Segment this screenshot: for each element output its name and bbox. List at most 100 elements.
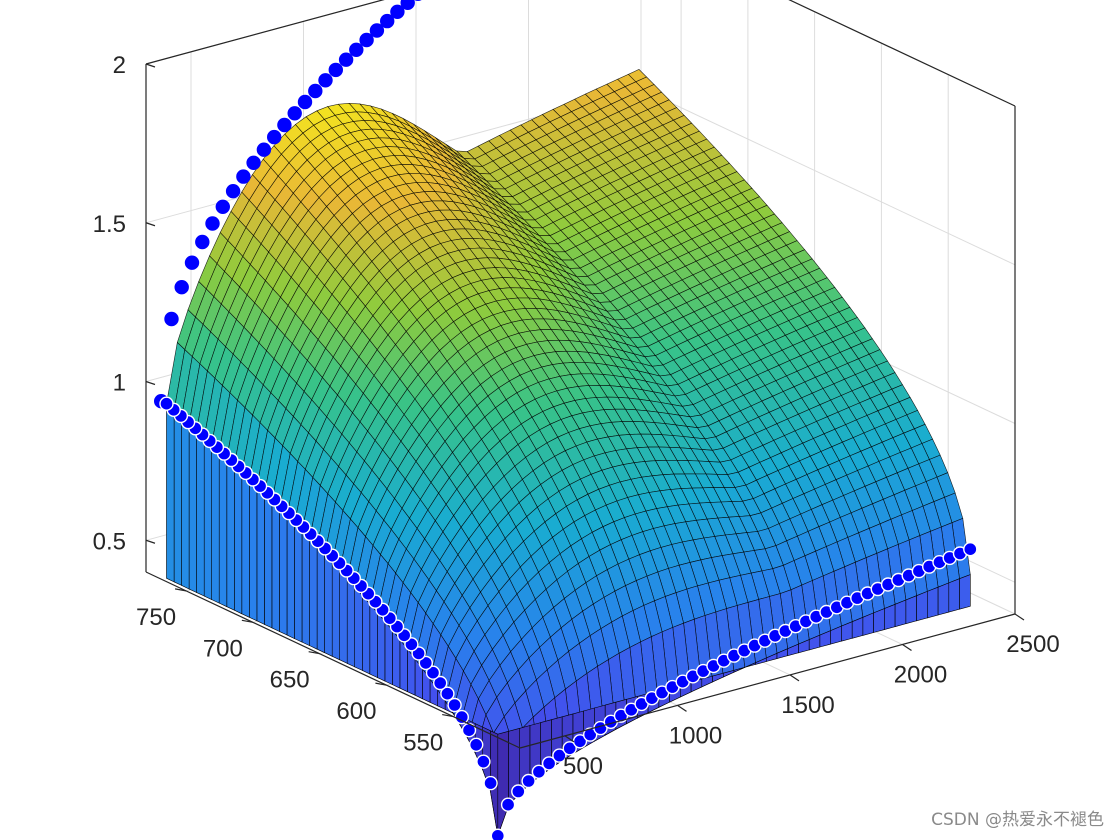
z-tick-label: 2: [113, 52, 126, 79]
marker-point: [256, 142, 272, 157]
x-tick-label: 1000: [669, 722, 722, 749]
surface-side-face: [188, 423, 197, 593]
y-tick: [375, 682, 387, 686]
z-tick: [145, 539, 156, 544]
watermark: CSDN @热爱永不褪色: [931, 810, 1104, 830]
surface-side-face: [926, 586, 939, 619]
tick-labels: 500 1000 1500 2000 2500 550 600 650 700 750 0.5 1 1.…: [93, 52, 1060, 780]
marker-point: [308, 83, 323, 99]
marker-point: [164, 311, 179, 327]
marker-point: [454, 709, 469, 725]
gridline-z: [145, 0, 1016, 107]
marker-point: [521, 773, 536, 789]
surface-side-face: [916, 590, 928, 622]
surface-side-face: [497, 730, 509, 836]
marker-point: [174, 280, 189, 295]
x-tick: [1014, 613, 1025, 621]
z-tick-label: 1.5: [93, 211, 126, 238]
marker-point: [483, 775, 498, 791]
surface-side-face: [361, 594, 371, 675]
marker-point: [380, 13, 395, 29]
marker-point: [490, 828, 505, 840]
x-tick: [564, 735, 575, 743]
x-tick: [789, 674, 800, 682]
marker-point: [267, 129, 282, 145]
surface-side-face: [948, 578, 960, 613]
axis-line: [145, 571, 521, 749]
surface-side-face: [173, 409, 182, 586]
x-tick-label: 2500: [1006, 631, 1059, 658]
surface-side-face: [166, 403, 175, 583]
y-tick-label: 700: [203, 635, 243, 662]
marker-point: [418, 655, 433, 671]
marker-point: [246, 155, 261, 171]
surface-side-face: [271, 500, 280, 632]
surface-side-face: [301, 530, 310, 647]
marker-point: [349, 42, 364, 57]
surface-side-face: [256, 486, 265, 625]
x-tick: [902, 643, 912, 651]
surface-side-face: [196, 430, 205, 597]
surface-side-face: [181, 416, 190, 590]
surface-side-face: [241, 471, 250, 618]
marker-point: [400, 0, 415, 10]
surface-side-face: [331, 561, 341, 661]
marker-series: [153, 0, 978, 840]
axes-box: [145, 0, 1016, 749]
surface-side-face: [884, 603, 896, 630]
marker-point: [963, 542, 978, 557]
z-tick: [145, 380, 156, 386]
surface-side-face: [203, 436, 212, 601]
surface-side-face: [324, 553, 333, 657]
surface-side-face: [369, 603, 378, 678]
marker-point: [369, 23, 385, 38]
surface-side-face: [959, 574, 971, 610]
marker-point: [425, 665, 441, 680]
x-tick-label: 1500: [781, 692, 834, 719]
marker-point: [328, 62, 343, 78]
y-tick: [442, 713, 454, 718]
marker-point: [390, 4, 405, 20]
surface-side-face: [894, 599, 907, 628]
marker-point: [531, 764, 547, 779]
marker-point: [500, 797, 516, 812]
surface-mesh: [166, 69, 971, 837]
marker-point: [433, 675, 448, 691]
axis-line: [788, 0, 1016, 107]
y-tick: [241, 619, 253, 623]
marker-point: [338, 52, 354, 67]
surface-side-face: [354, 586, 363, 671]
surface-side-face: [226, 457, 235, 611]
surface-side-face: [376, 611, 386, 682]
y-tick: [174, 588, 187, 592]
surface-side-face: [264, 493, 273, 629]
z-tick-label: 0.5: [93, 528, 126, 555]
marker-point: [469, 737, 484, 752]
surface-side-face: [294, 523, 303, 643]
x-tick-label: 2000: [894, 661, 947, 688]
surface-side-face: [234, 464, 243, 615]
surface-side-face: [286, 515, 295, 640]
marker-point: [205, 216, 220, 231]
surface-side-face: [218, 450, 228, 608]
axis-line: [519, 613, 1016, 749]
x-tick: [677, 704, 687, 712]
axis-line: [145, 0, 385, 65]
y-tick-label: 600: [336, 698, 376, 725]
surface-side-face: [211, 443, 220, 604]
surface-side-face: [316, 546, 325, 654]
marker-point: [184, 255, 200, 270]
marker-point: [277, 117, 292, 133]
marker-point: [297, 94, 313, 110]
marker-point: [583, 727, 598, 742]
y-tick-label: 750: [136, 604, 176, 631]
marker-point: [225, 183, 241, 199]
y-tick-label: 650: [270, 667, 310, 694]
surface-side-face: [279, 508, 288, 636]
marker-point: [541, 756, 557, 771]
marker-point: [287, 106, 302, 121]
z-tick: [145, 63, 156, 68]
marker-point: [236, 169, 251, 184]
marker-point: [359, 32, 374, 48]
